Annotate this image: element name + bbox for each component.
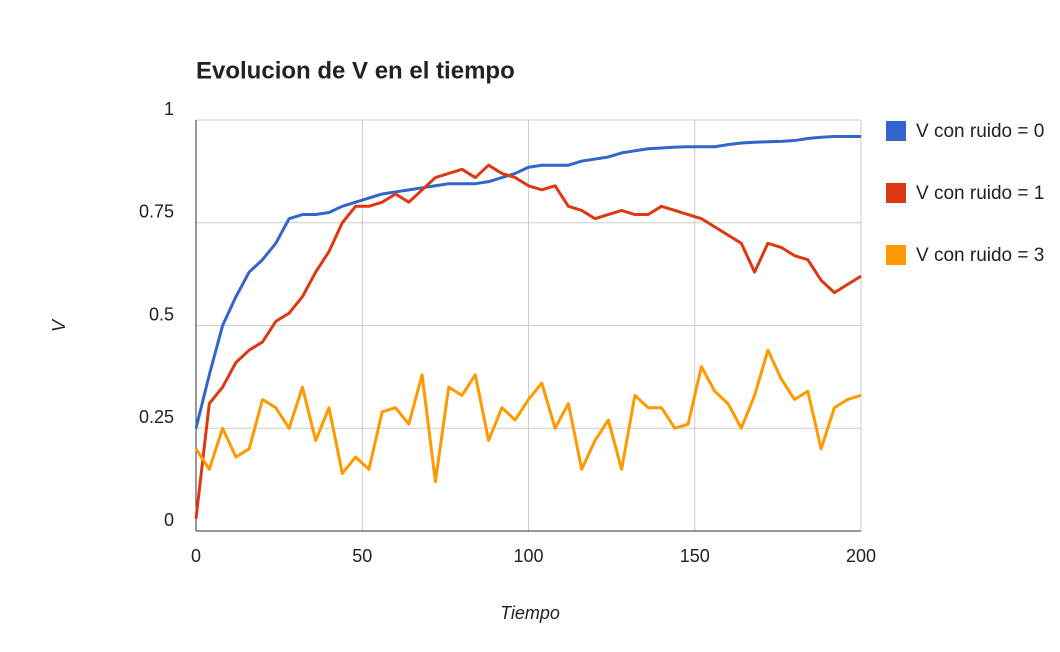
y-axis-title: V [49,318,69,332]
chart-title: Evolucion de V en el tiempo [196,57,515,84]
x-tick-label: 100 [513,546,543,566]
x-tick-label: 200 [846,546,876,566]
x-tick-label: 0 [191,546,201,566]
y-tick-label: 0.5 [149,304,174,324]
legend-label: V con ruido = 3 [916,245,1045,266]
legend-label: V con ruido = 0 [916,121,1045,142]
y-tick-label: 0 [164,510,174,530]
y-tick-label: 0.25 [139,407,174,427]
legend-swatch [886,183,906,203]
legend-swatch [886,121,906,141]
x-tick-label: 150 [680,546,710,566]
line-series [194,348,862,484]
line-series [194,134,861,429]
y-tick-label: 1 [164,99,174,119]
legend-swatch [886,245,906,265]
legend-label: V con ruido = 1 [916,183,1045,204]
x-tick-label: 50 [352,546,372,566]
y-tick-label: 0.75 [139,202,174,222]
x-axis-title: Tiempo [500,603,560,623]
line-series [194,163,862,519]
